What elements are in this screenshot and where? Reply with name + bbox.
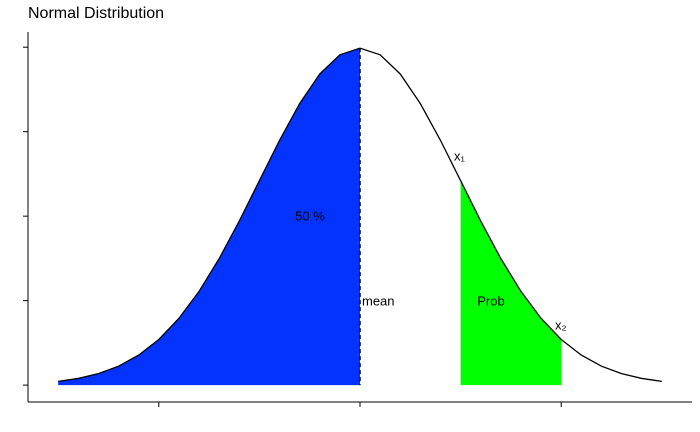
- annotation: Prob: [477, 293, 504, 308]
- density-curve: [58, 47, 662, 383]
- chart-title: Normal Distribution: [28, 5, 164, 22]
- annotation: 50 %: [295, 208, 325, 223]
- annotation: x₁: [454, 148, 466, 163]
- annotation: x₂: [555, 317, 567, 332]
- annotation: mean: [362, 293, 395, 308]
